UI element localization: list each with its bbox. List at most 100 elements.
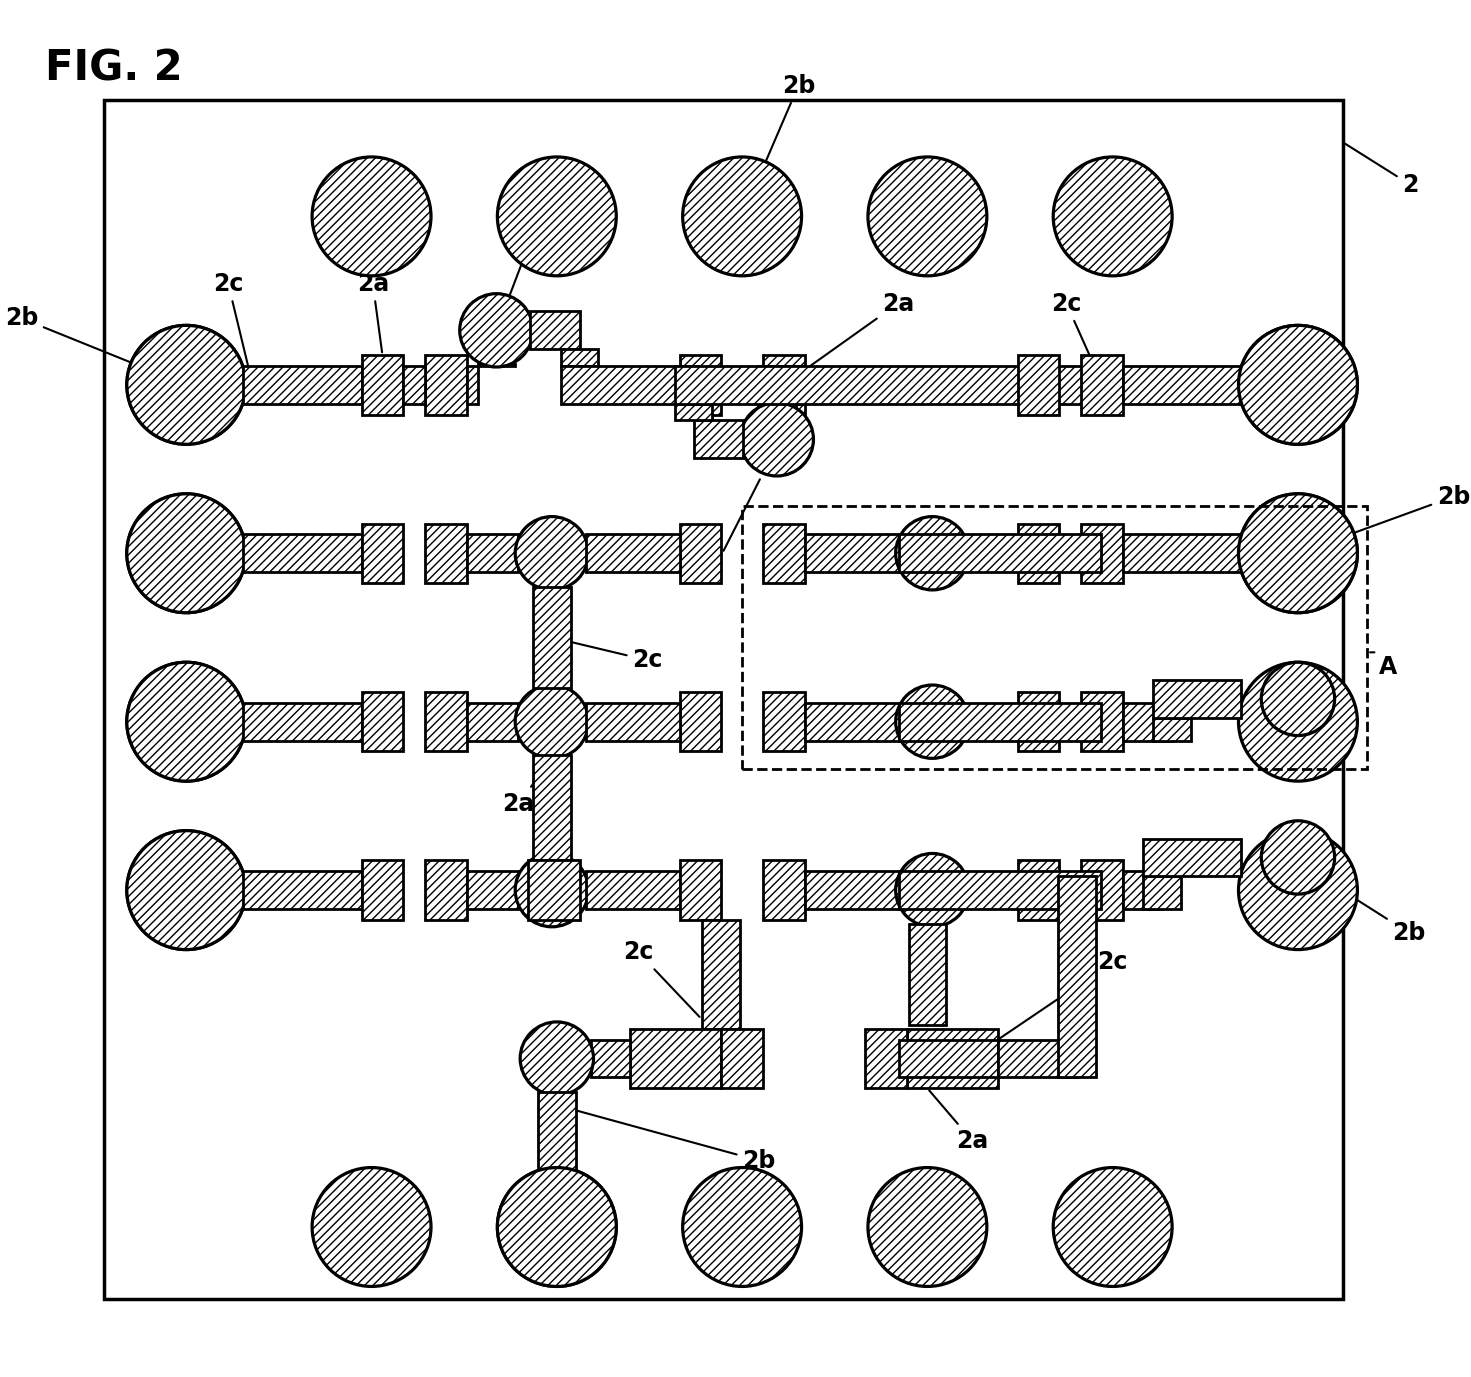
Bar xyxy=(362,523,403,582)
Bar xyxy=(1018,861,1059,920)
Circle shape xyxy=(740,402,813,476)
Bar xyxy=(763,861,805,920)
Text: 2b: 2b xyxy=(559,1106,775,1173)
Text: 2c: 2c xyxy=(555,638,662,672)
Circle shape xyxy=(127,830,246,950)
Bar xyxy=(530,311,580,350)
Circle shape xyxy=(896,684,969,759)
Bar xyxy=(362,861,403,920)
Bar xyxy=(466,872,518,909)
Bar xyxy=(362,693,403,752)
Bar xyxy=(425,693,466,752)
Bar xyxy=(528,861,580,920)
Bar xyxy=(243,702,362,741)
Bar xyxy=(466,366,478,403)
Bar xyxy=(533,587,571,688)
Bar xyxy=(243,534,362,571)
Circle shape xyxy=(868,1168,987,1286)
Text: 2c: 2c xyxy=(1000,950,1127,1038)
Bar xyxy=(680,693,721,752)
Bar xyxy=(362,355,403,414)
Circle shape xyxy=(460,293,533,368)
Bar xyxy=(693,420,743,459)
Bar xyxy=(763,693,805,752)
Text: 2c: 2c xyxy=(213,271,252,383)
Bar xyxy=(906,1029,997,1088)
Circle shape xyxy=(515,854,588,927)
Bar xyxy=(1143,839,1242,876)
Text: 2b: 2b xyxy=(4,306,184,384)
Bar xyxy=(425,355,466,414)
Bar xyxy=(1122,534,1242,571)
Bar xyxy=(680,366,697,403)
Bar xyxy=(1018,355,1059,414)
Text: 2a: 2a xyxy=(786,292,913,383)
Bar xyxy=(1122,366,1242,403)
Circle shape xyxy=(1261,821,1334,894)
Circle shape xyxy=(521,1022,593,1095)
Text: A: A xyxy=(1380,655,1397,679)
Bar xyxy=(104,101,1343,1300)
Circle shape xyxy=(497,1168,616,1286)
Circle shape xyxy=(1239,494,1358,613)
Circle shape xyxy=(127,325,246,445)
Bar xyxy=(403,366,425,403)
Text: 2a: 2a xyxy=(930,1091,989,1153)
Bar xyxy=(899,872,1100,909)
Bar xyxy=(630,1029,721,1088)
Bar xyxy=(805,872,899,909)
Bar xyxy=(425,523,466,582)
Circle shape xyxy=(1261,662,1334,735)
Circle shape xyxy=(127,662,246,781)
Circle shape xyxy=(312,1168,431,1286)
Bar xyxy=(466,702,518,741)
Bar xyxy=(1081,693,1122,752)
Circle shape xyxy=(1239,830,1358,950)
Bar xyxy=(533,756,571,861)
Bar xyxy=(585,702,680,741)
Circle shape xyxy=(868,157,987,275)
Bar xyxy=(805,534,899,571)
Bar xyxy=(590,1040,630,1077)
Circle shape xyxy=(1053,157,1172,275)
Text: 2b: 2b xyxy=(1300,485,1470,552)
Bar xyxy=(243,366,362,403)
Bar xyxy=(1018,693,1059,752)
Text: 2a: 2a xyxy=(356,271,388,353)
Text: FIG. 2: FIG. 2 xyxy=(44,48,182,90)
Bar xyxy=(1058,876,1096,1077)
Bar xyxy=(899,702,1100,741)
Bar xyxy=(1018,523,1059,582)
Text: 2c: 2c xyxy=(624,940,700,1018)
Text: 2a: 2a xyxy=(502,760,550,815)
Bar xyxy=(1122,702,1172,741)
Bar xyxy=(1153,717,1192,741)
Bar xyxy=(560,350,599,366)
Bar xyxy=(538,1092,575,1170)
Bar xyxy=(466,534,518,571)
Text: 2b: 2b xyxy=(743,73,815,213)
Text: 2c: 2c xyxy=(1052,292,1102,383)
Text: 2: 2 xyxy=(1344,143,1418,197)
Bar xyxy=(1081,355,1122,414)
Bar xyxy=(680,523,721,582)
Circle shape xyxy=(127,494,246,613)
Bar xyxy=(1081,861,1122,920)
Bar xyxy=(675,366,1100,403)
Bar xyxy=(425,861,466,920)
Circle shape xyxy=(1239,494,1358,613)
Circle shape xyxy=(515,516,588,589)
Bar xyxy=(1122,872,1162,909)
Circle shape xyxy=(1239,325,1358,445)
Text: 2b: 2b xyxy=(497,222,550,328)
Text: 2b: 2b xyxy=(1300,863,1425,945)
Bar xyxy=(243,872,362,909)
Circle shape xyxy=(127,494,246,613)
Bar xyxy=(675,403,712,420)
Circle shape xyxy=(515,684,588,759)
Bar xyxy=(560,366,697,403)
Bar xyxy=(1081,523,1122,582)
Bar xyxy=(680,861,721,920)
Bar xyxy=(741,505,1368,770)
Bar xyxy=(1153,680,1242,717)
